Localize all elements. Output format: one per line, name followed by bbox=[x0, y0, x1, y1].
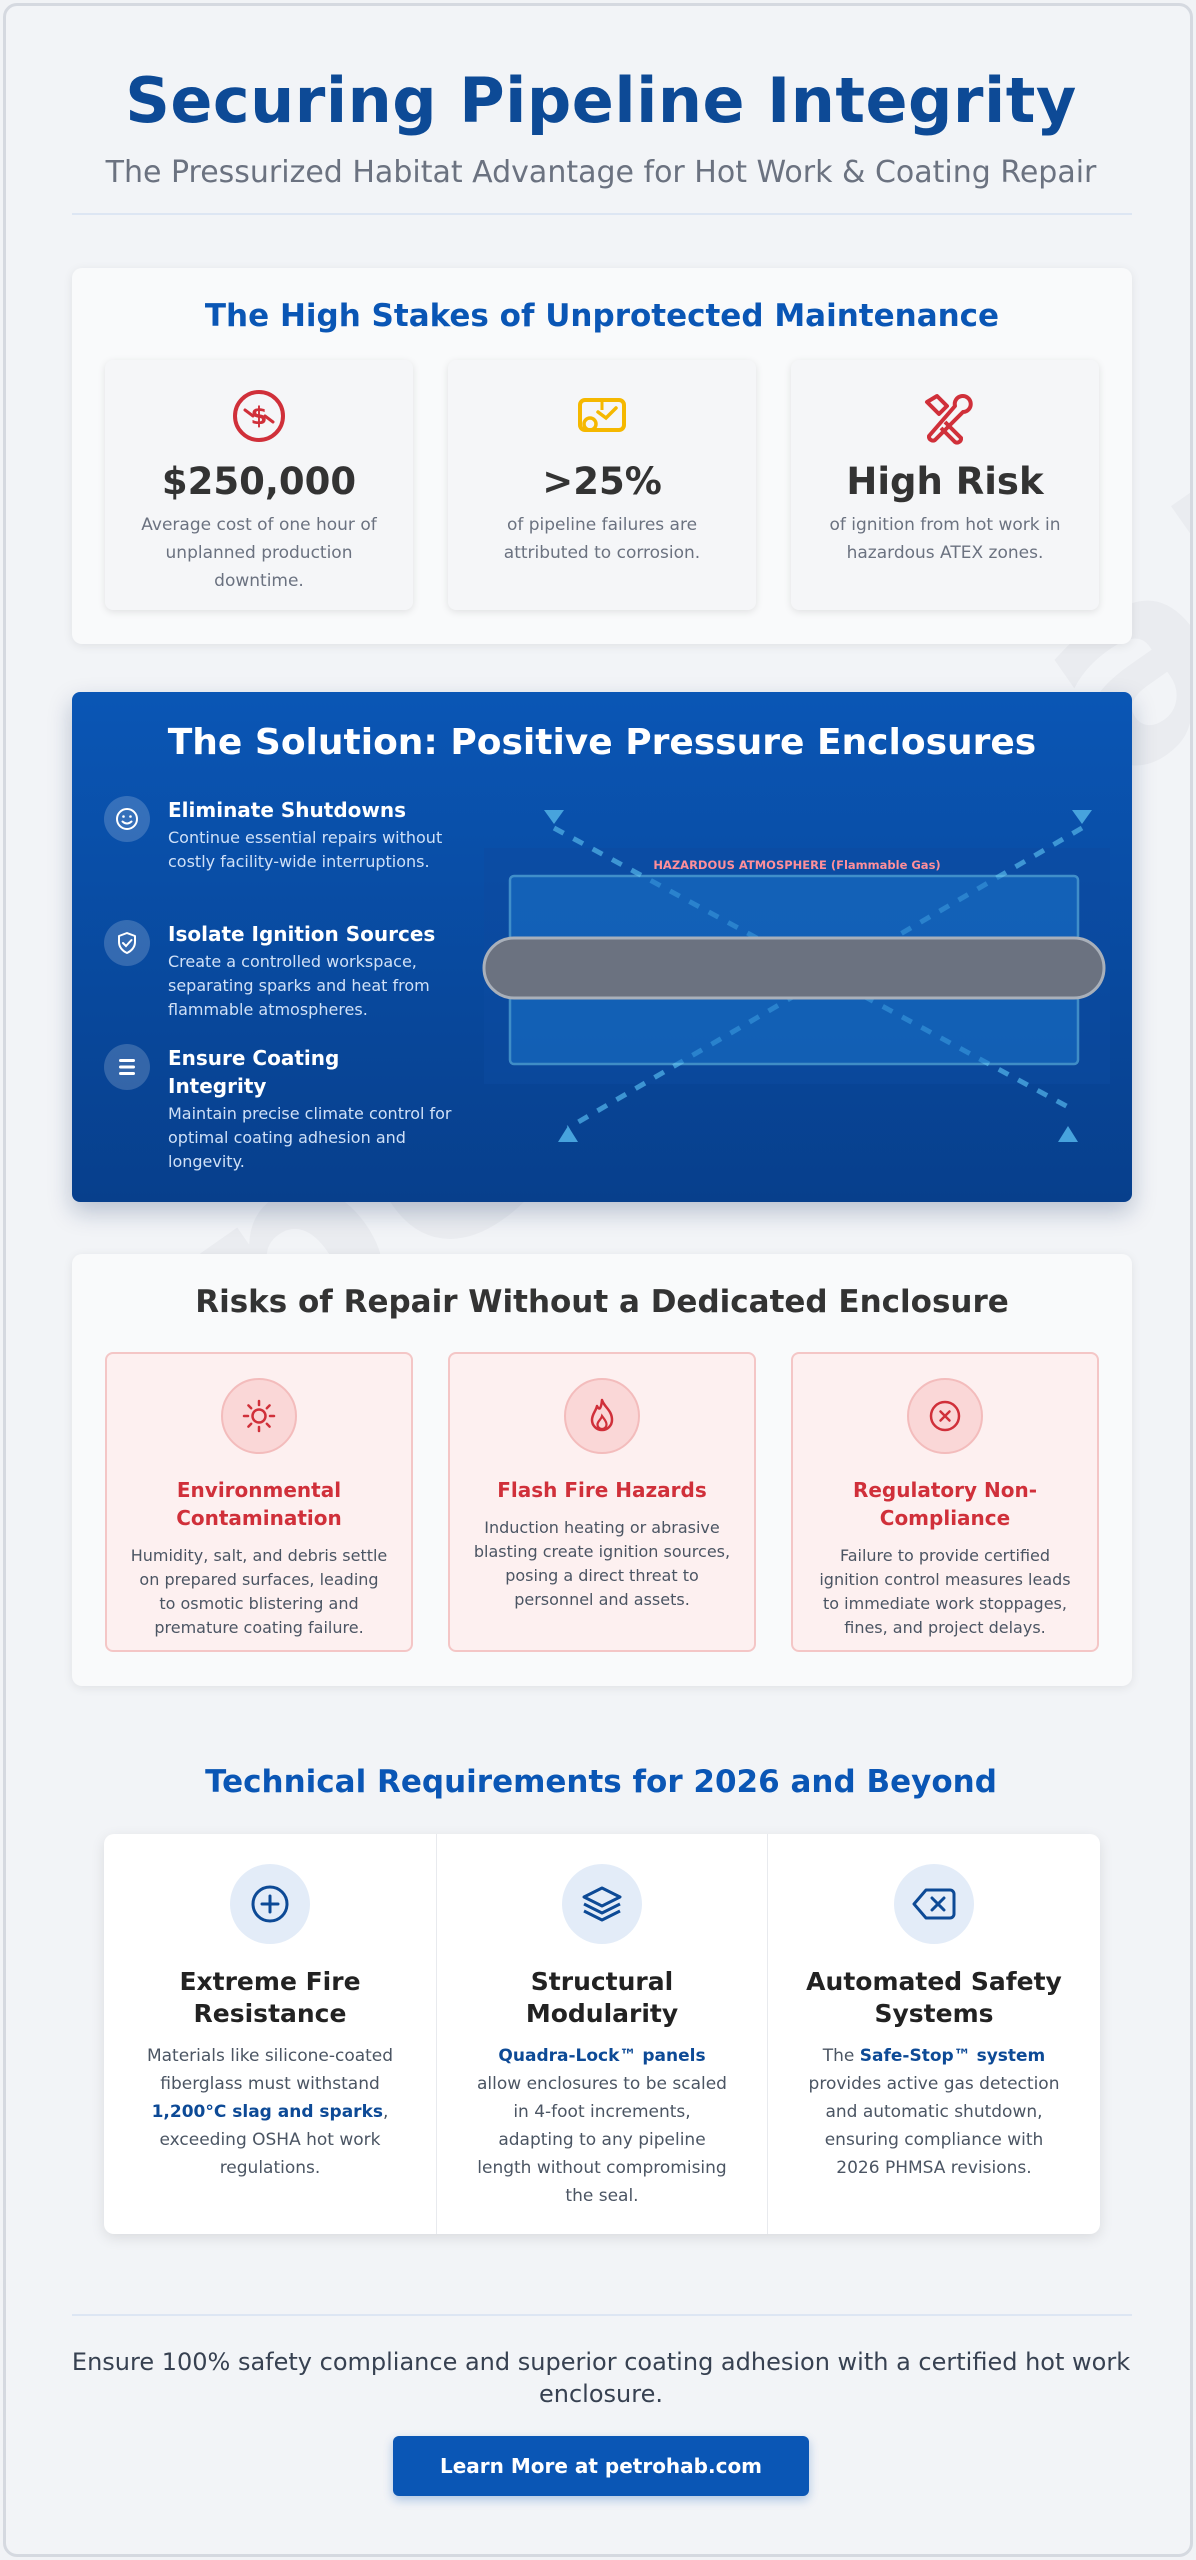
feature-title: Ensure Coating Integrity bbox=[168, 1046, 340, 1098]
solution-section: The Solution: Positive Pressure Enclosur… bbox=[72, 692, 1132, 1202]
stat-desc: of pipeline failures are attributed to c… bbox=[503, 515, 701, 563]
smile-icon bbox=[104, 796, 150, 842]
risk-title: Flash Fire Hazards bbox=[497, 1478, 707, 1502]
tech-paragraph: Materials like silicone-coated fiberglas… bbox=[146, 2046, 394, 2178]
tech-col-safety-systems: Automated Safety Systems The Safe-Stop™ … bbox=[768, 1834, 1100, 2234]
svg-text:$: $ bbox=[251, 402, 268, 430]
stat-desc: of ignition from hot work in hazardous A… bbox=[829, 515, 1061, 563]
tech-col-fire-resistance: Extreme Fire Resistance Materials like s… bbox=[104, 1834, 436, 2234]
page-frame: petrohab Securing Pipeline Integrity The… bbox=[3, 3, 1193, 2557]
stat-card-ignition: High Risk of ignition from hot work in h… bbox=[791, 360, 1099, 610]
stakes-title: The High Stakes of Unprotected Maintenan… bbox=[204, 298, 1000, 334]
pipe-shape bbox=[482, 936, 1106, 1000]
sun-icon bbox=[221, 1378, 297, 1454]
header-divider bbox=[72, 213, 1132, 215]
risk-card-regulatory: Regulatory Non-Compliance Failure to pro… bbox=[791, 1352, 1099, 1652]
risk-card-flash-fire: Flash Fire Hazards Induction heating or … bbox=[448, 1352, 756, 1652]
tech-heading: Extreme Fire Resistance bbox=[179, 1967, 361, 2028]
arrow-up-left-icon bbox=[558, 1126, 578, 1142]
wrench-tools-icon bbox=[791, 388, 1099, 445]
learn-more-button[interactable]: Learn More at petrohab.com bbox=[393, 2436, 809, 2496]
tech-col-modularity: Structural Modularity Quadra-Lock™ panel… bbox=[436, 1834, 768, 2234]
feature-desc: Maintain precise climate control for opt… bbox=[168, 1104, 452, 1171]
feature-coating-integrity: Ensure Coating Integrity Maintain precis… bbox=[104, 1044, 464, 1174]
tech-highlight: 1,200°C slag and sparks bbox=[151, 2102, 383, 2122]
layers-icon bbox=[104, 1044, 150, 1090]
risk-desc: Humidity, salt, and debris settle on pre… bbox=[130, 1546, 388, 1637]
page-header: Securing Pipeline Integrity The Pressuri… bbox=[6, 64, 1190, 190]
feature-desc: Create a controlled workspace, separatin… bbox=[168, 952, 430, 1019]
tech-panel: Extreme Fire Resistance Materials like s… bbox=[104, 1834, 1100, 2234]
stat-value: $250,000 bbox=[161, 460, 357, 503]
backspace-icon bbox=[894, 1864, 974, 1944]
solution-title: The Solution: Positive Pressure Enclosur… bbox=[167, 722, 1037, 763]
flame-icon bbox=[564, 1378, 640, 1454]
feature-eliminate-shutdowns: Eliminate Shutdowns Continue essential r… bbox=[104, 796, 464, 874]
stat-card-corrosion: >25% of pipeline failures are attributed… bbox=[448, 360, 756, 610]
stack-icon bbox=[562, 1864, 642, 1944]
money-clock-icon: $ bbox=[105, 388, 413, 444]
corroded-pipe-icon bbox=[448, 388, 756, 444]
plus-circle-icon bbox=[230, 1864, 310, 1944]
risks-title: Risks of Repair Without a Dedicated Encl… bbox=[195, 1284, 1009, 1320]
enclosure-diagram: HAZARDOUS ATMOSPHERE (Flammable Gas) bbox=[482, 808, 1112, 1148]
tech-highlight: Safe-Stop™ system bbox=[859, 2046, 1046, 2066]
footer-text: Ensure 100% safety compliance and superi… bbox=[71, 2348, 1131, 2408]
tech-heading: Automated Safety Systems bbox=[806, 1967, 1062, 2028]
footer-divider bbox=[72, 2314, 1132, 2316]
shield-check-icon bbox=[104, 920, 150, 966]
risk-card-contamination: Environmental Contamination Humidity, sa… bbox=[105, 1352, 413, 1652]
risk-title: Environmental Contamination bbox=[176, 1478, 342, 1530]
tech-title: Technical Requirements for 2026 and Beyo… bbox=[205, 1764, 997, 1800]
tech-heading: Structural Modularity bbox=[525, 1967, 679, 2028]
risk-desc: Failure to provide certified ignition co… bbox=[819, 1546, 1071, 1637]
tech-paragraph: The Safe-Stop™ system provides active ga… bbox=[808, 2046, 1060, 2178]
stat-desc: Average cost of one hour of unplanned pr… bbox=[141, 515, 377, 591]
x-circle-icon bbox=[907, 1378, 983, 1454]
stat-value: >25% bbox=[542, 460, 662, 503]
risk-title: Regulatory Non-Compliance bbox=[852, 1478, 1038, 1530]
stat-card-downtime: $ $250,000 Average cost of one hour of u… bbox=[105, 360, 413, 610]
hazard-label: HAZARDOUS ATMOSPHERE (Flammable Gas) bbox=[653, 858, 941, 872]
tech-highlight: Quadra-Lock™ panels bbox=[498, 2046, 706, 2066]
feature-desc: Continue essential repairs without costl… bbox=[168, 828, 443, 871]
stat-value: High Risk bbox=[846, 460, 1044, 503]
risks-section: Risks of Repair Without a Dedicated Encl… bbox=[72, 1254, 1132, 1686]
stakes-section: The High Stakes of Unprotected Maintenan… bbox=[72, 268, 1132, 644]
feature-isolate-ignition: Isolate Ignition Sources Create a contro… bbox=[104, 920, 464, 1022]
page-title: Securing Pipeline Integrity bbox=[125, 64, 1077, 137]
page-subtitle: The Pressurized Habitat Advantage for Ho… bbox=[105, 155, 1097, 190]
arrow-up-right-icon bbox=[1058, 1126, 1078, 1142]
feature-title: Eliminate Shutdowns bbox=[168, 798, 407, 822]
arrow-down-right-icon bbox=[1072, 810, 1092, 824]
feature-title: Isolate Ignition Sources bbox=[168, 922, 436, 946]
arrow-down-left-icon bbox=[544, 810, 564, 824]
risk-desc: Induction heating or abrasive blasting c… bbox=[473, 1518, 731, 1609]
tech-paragraph: Quadra-Lock™ panels allow enclosures to … bbox=[477, 2046, 727, 2206]
